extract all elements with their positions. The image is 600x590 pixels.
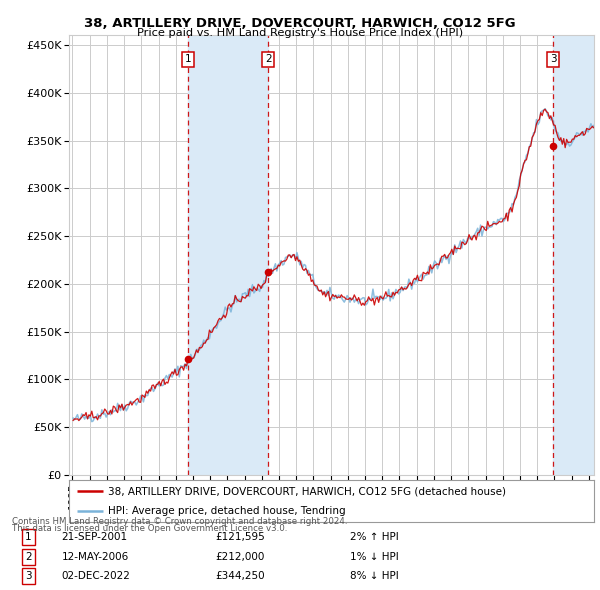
Bar bbox=[188, 35, 268, 475]
Text: This data is licensed under the Open Government Licence v3.0.: This data is licensed under the Open Gov… bbox=[12, 524, 287, 533]
Text: 02-DEC-2022: 02-DEC-2022 bbox=[61, 571, 130, 581]
Text: £212,000: £212,000 bbox=[216, 552, 265, 562]
Bar bbox=[553, 35, 594, 475]
Text: HPI: Average price, detached house, Tendring: HPI: Average price, detached house, Tend… bbox=[109, 506, 346, 516]
Text: Price paid vs. HM Land Registry's House Price Index (HPI): Price paid vs. HM Land Registry's House … bbox=[137, 28, 463, 38]
Text: £344,250: £344,250 bbox=[216, 571, 265, 581]
Text: 3: 3 bbox=[550, 54, 556, 64]
Text: 38, ARTILLERY DRIVE, DOVERCOURT, HARWICH, CO12 5FG (detached house): 38, ARTILLERY DRIVE, DOVERCOURT, HARWICH… bbox=[109, 486, 506, 496]
Text: 2% ↑ HPI: 2% ↑ HPI bbox=[350, 532, 398, 542]
Text: 3: 3 bbox=[25, 571, 32, 581]
Text: 12-MAY-2006: 12-MAY-2006 bbox=[61, 552, 129, 562]
Text: 21-SEP-2001: 21-SEP-2001 bbox=[61, 532, 128, 542]
Text: 38, ARTILLERY DRIVE, DOVERCOURT, HARWICH, CO12 5FG: 38, ARTILLERY DRIVE, DOVERCOURT, HARWICH… bbox=[84, 17, 516, 30]
Text: £121,595: £121,595 bbox=[216, 532, 265, 542]
Text: Contains HM Land Registry data © Crown copyright and database right 2024.: Contains HM Land Registry data © Crown c… bbox=[12, 517, 347, 526]
Text: 2: 2 bbox=[265, 54, 271, 64]
Text: 1: 1 bbox=[25, 532, 32, 542]
Text: 2: 2 bbox=[25, 552, 32, 562]
Text: 1% ↓ HPI: 1% ↓ HPI bbox=[350, 552, 398, 562]
Text: 8% ↓ HPI: 8% ↓ HPI bbox=[350, 571, 398, 581]
Text: 1: 1 bbox=[185, 54, 191, 64]
